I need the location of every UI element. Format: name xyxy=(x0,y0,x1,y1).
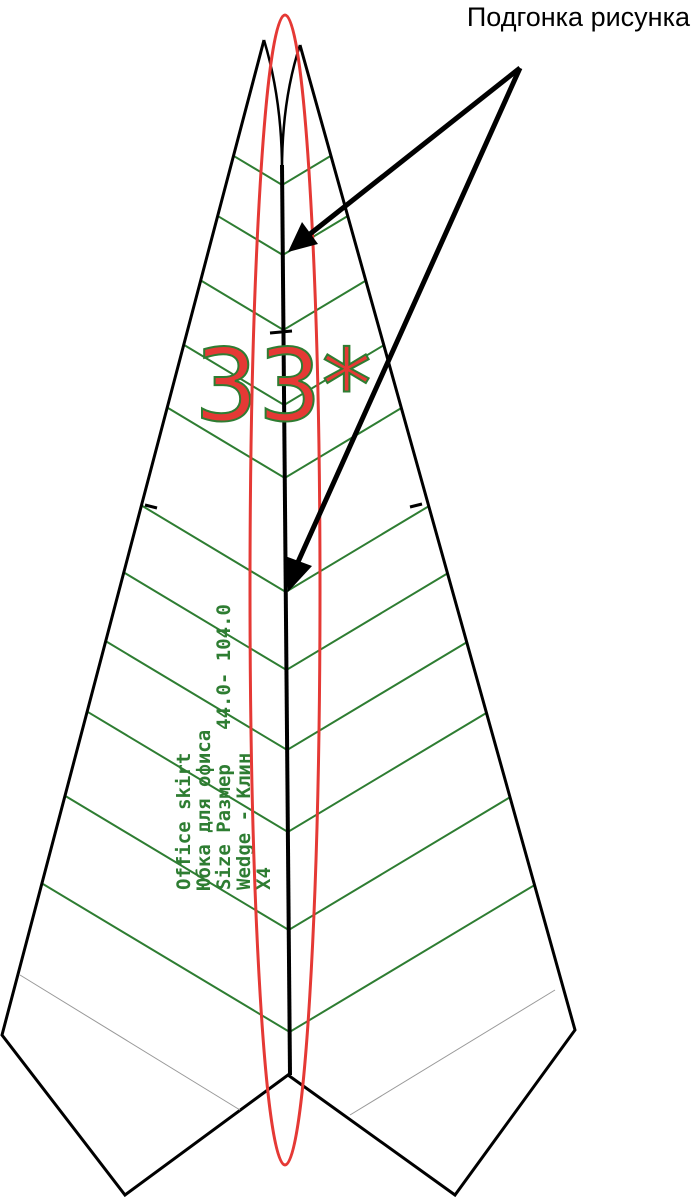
wedge-top xyxy=(262,39,302,171)
center-line xyxy=(280,164,292,1076)
seam-line xyxy=(349,989,556,1116)
highlight-ellipse xyxy=(248,13,322,1167)
label-line: Office skirt xyxy=(173,753,195,890)
notch xyxy=(144,503,158,510)
label-line: Юбка для офиса xyxy=(193,730,215,890)
mark-text: 33* xyxy=(194,327,371,444)
notch xyxy=(269,329,293,335)
annotation: Подгонка рисунка xyxy=(467,2,691,32)
arrows xyxy=(285,66,523,592)
label-line: X4 xyxy=(253,867,275,890)
label-line: Wedge - Клин xyxy=(233,753,255,890)
notch xyxy=(409,502,423,509)
label-line: Size Размер 44.0- 104.0 xyxy=(213,604,235,890)
seam-line xyxy=(19,974,241,1111)
